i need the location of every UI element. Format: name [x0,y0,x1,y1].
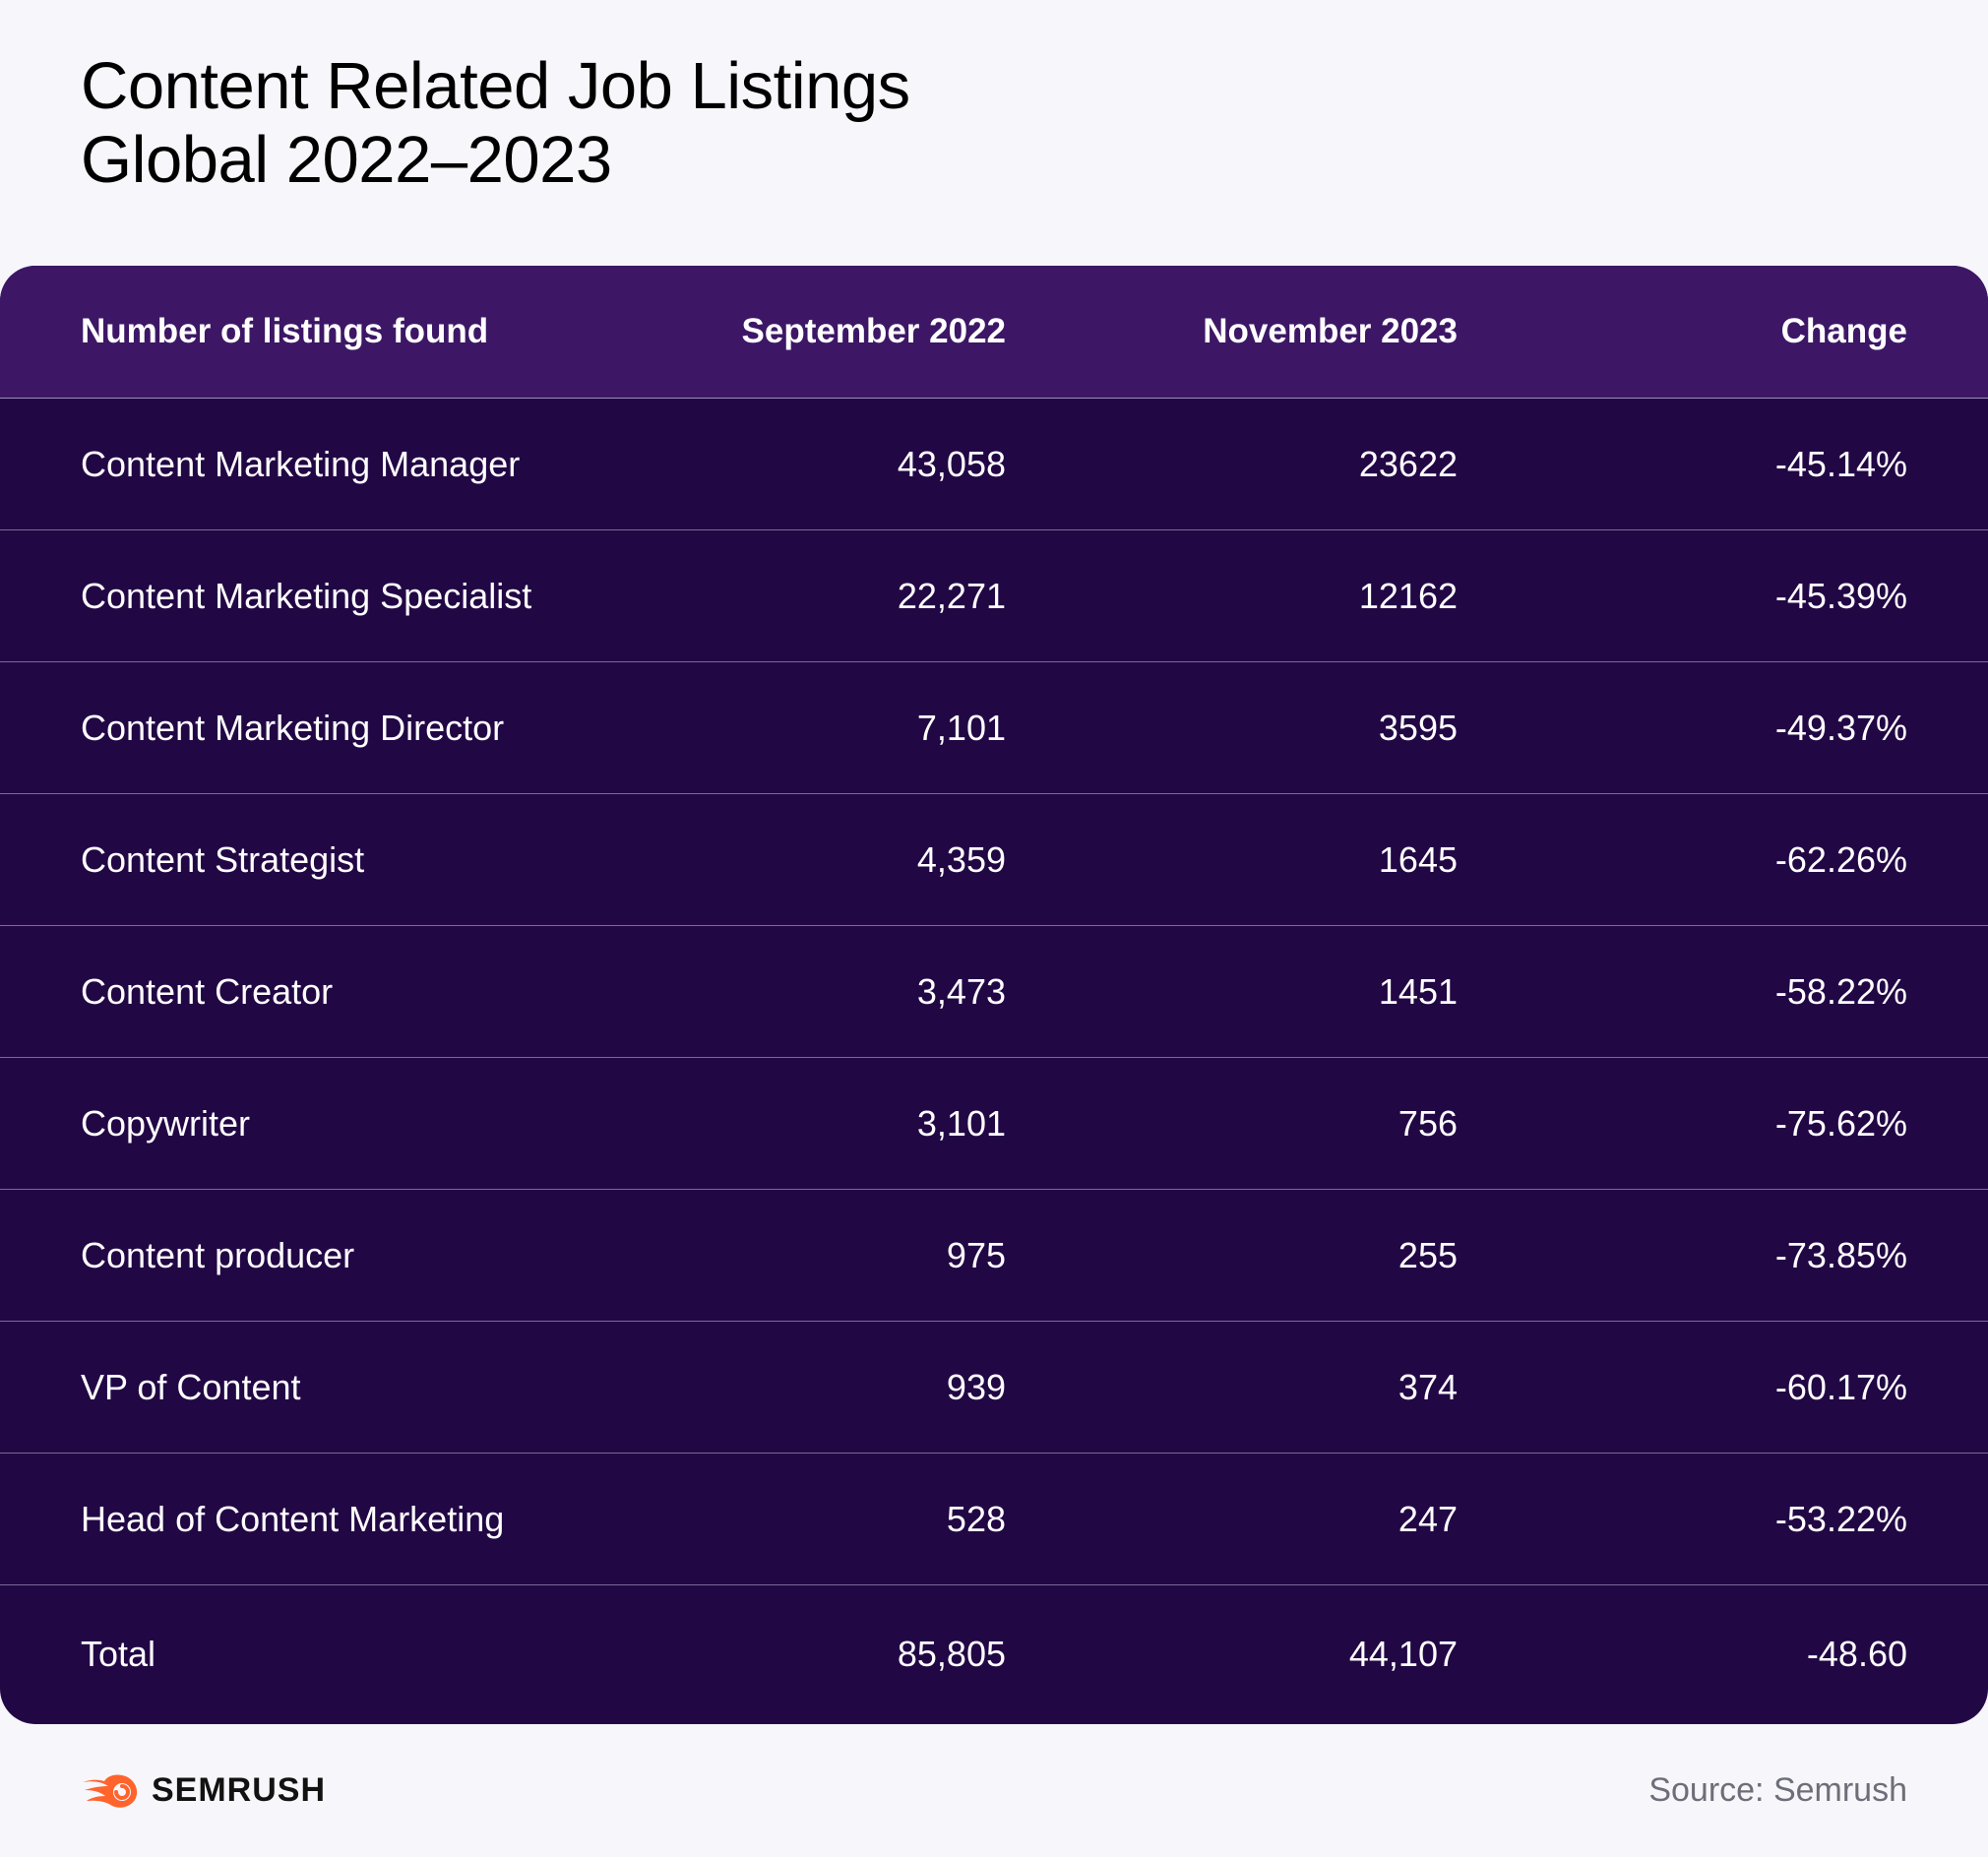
september-2022-cell: 4,359 [916,838,1006,880]
chart-title-line-1: Content Related Job Listings [81,49,910,123]
september-2022-cell: 43,058 [897,443,1006,484]
change-cell: -75.62% [1774,1102,1907,1144]
total-november-2023-cell: 44,107 [1348,1634,1458,1674]
role-cell: Content Marketing Specialist [81,575,532,616]
september-2022-cell: 3,473 [916,970,1006,1012]
role-cell: Content producer [81,1234,355,1275]
september-2022-cell: 7,101 [916,707,1006,748]
role-cell: Content Marketing Manager [81,443,521,484]
table-row: Copywriter 3,101 756 -75.62% [0,1058,1988,1190]
change-cell: -62.26% [1774,838,1907,880]
change-cell: -45.14% [1774,443,1907,484]
role-cell: Content Strategist [81,838,365,880]
column-header-september-2022: September 2022 [741,312,1006,350]
total-change-cell: -48.60 [1806,1634,1907,1674]
change-cell: -58.22% [1774,970,1907,1012]
table-row: Content Strategist 4,359 1645 -62.26% [0,794,1988,926]
table-row: Content Creator 3,473 1451 -58.22% [0,926,1988,1058]
semrush-fire-logo-icon [83,1773,138,1808]
september-2022-cell: 975 [946,1234,1006,1275]
listings-table: Number of listings found September 2022 … [0,266,1988,1724]
table-row: Content Marketing Specialist 22,271 1216… [0,530,1988,662]
september-2022-cell: 528 [946,1498,1006,1539]
role-cell: Content Creator [81,970,334,1012]
column-header-change: Change [1780,312,1907,350]
column-header-november-2023: November 2023 [1203,312,1458,350]
total-september-2022-cell: 85,805 [897,1634,1006,1674]
chart-title: Content Related Job Listings Global 2022… [81,49,910,197]
role-cell: Content Marketing Director [81,707,505,748]
role-cell: Copywriter [81,1102,251,1144]
november-2023-cell: 12162 [1358,575,1458,616]
table-header-row: Number of listings found September 2022 … [0,266,1988,399]
september-2022-cell: 22,271 [897,575,1006,616]
footer: SEMRUSH Source: Semrush [0,1724,1988,1857]
september-2022-cell: 939 [946,1366,1006,1407]
change-cell: -45.39% [1774,575,1907,616]
brand-logo: SEMRUSH [81,1771,326,1810]
brand-name: SEMRUSH [152,1771,327,1809]
change-cell: -60.17% [1774,1366,1907,1407]
november-2023-cell: 1451 [1378,970,1458,1012]
source-note: Source: Semrush [1648,1771,1907,1809]
november-2023-cell: 756 [1398,1102,1458,1144]
change-cell: -53.22% [1774,1498,1907,1539]
table-row: Content Marketing Director 7,101 3595 -4… [0,662,1988,794]
november-2023-cell: 255 [1398,1234,1458,1275]
table-total-row: Total 85,805 44,107 -48.60 [0,1585,1988,1723]
table-row: VP of Content 939 374 -60.17% [0,1322,1988,1454]
change-cell: -49.37% [1774,707,1907,748]
november-2023-cell: 23622 [1358,443,1458,484]
november-2023-cell: 3595 [1378,707,1458,748]
september-2022-cell: 3,101 [916,1102,1006,1144]
chart-title-line-2: Global 2022–2023 [81,123,612,197]
column-header-role: Number of listings found [81,312,489,350]
role-cell: Head of Content Marketing [81,1498,505,1539]
november-2023-cell: 247 [1398,1498,1458,1539]
november-2023-cell: 374 [1398,1366,1458,1407]
table-row: Content Marketing Manager 43,058 23622 -… [0,399,1988,530]
role-cell: VP of Content [81,1366,301,1407]
table-row: Content producer 975 255 -73.85% [0,1190,1988,1322]
total-label-cell: Total [81,1634,156,1674]
november-2023-cell: 1645 [1378,838,1458,880]
change-cell: -73.85% [1774,1234,1907,1275]
table-row: Head of Content Marketing 528 247 -53.22… [0,1454,1988,1585]
